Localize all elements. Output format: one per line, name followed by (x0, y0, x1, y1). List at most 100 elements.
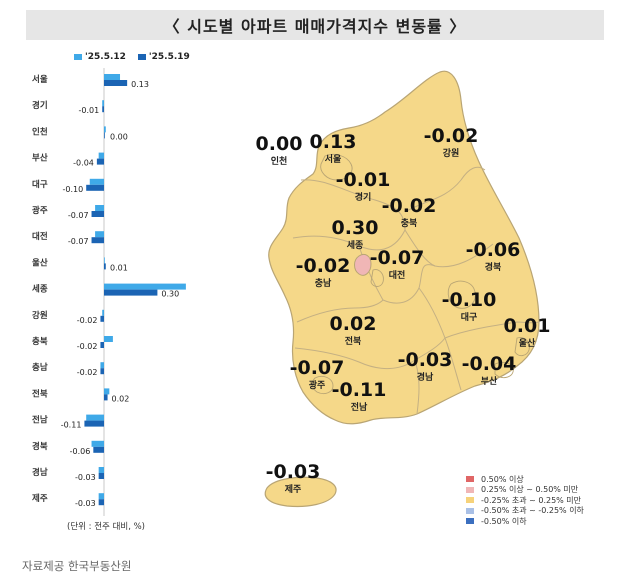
category-label: 세종 (32, 284, 48, 295)
region-name: 전북 (345, 335, 362, 347)
data-label: -0.07 (68, 211, 89, 220)
bar-series-2 (91, 237, 104, 244)
region-value: 0.00 (256, 133, 303, 155)
region-value: -0.02 (382, 195, 437, 217)
category-label: 서울 (32, 74, 48, 85)
bar-series-1 (98, 152, 104, 159)
map-legend-label: -0.50% 이하 (481, 516, 527, 526)
sejong-region (354, 253, 372, 276)
bar-series-2 (104, 263, 106, 270)
data-label: 0.02 (112, 394, 130, 403)
bar-series-2 (98, 473, 104, 479)
mainland-shape (268, 70, 540, 425)
legend-swatch-series-2 (137, 54, 146, 60)
region-value: -0.07 (370, 247, 425, 269)
bar-series-1 (98, 493, 104, 500)
map-legend-row: 0.50% 이상 (466, 474, 584, 485)
region-name: 울산 (519, 337, 536, 349)
bar-series-1 (89, 178, 104, 185)
map-legend-row: -0.25% 초과 ~ 0.25% 미만 (466, 495, 584, 506)
region-name: 서울 (325, 153, 342, 165)
data-label: -0.11 (61, 421, 82, 430)
category-label: 대전 (32, 231, 48, 242)
legend-label-series-1: '25.5.12 (85, 52, 126, 62)
region-value: -0.10 (442, 289, 497, 311)
region-name: 전남 (351, 401, 368, 413)
bar-series-1 (86, 414, 104, 421)
bar-series-1 (98, 467, 104, 473)
bar-series-1 (91, 440, 104, 447)
city-outlines (311, 153, 530, 395)
region-value: -0.06 (466, 239, 521, 261)
map-legend-label: -0.25% 초과 ~ 0.25% 미만 (481, 495, 582, 505)
map-labels: 0.00인천0.13서울-0.01경기-0.02강원-0.02충북0.30세종-… (256, 125, 551, 495)
data-label: -0.07 (68, 237, 89, 246)
region-value: -0.03 (266, 461, 321, 483)
bar-chart: 서울 0.13 경기 -0.01 인천 0.00 부산 -0.04 대구 -0.10 광주 -0.07… (32, 68, 186, 516)
bar-series-1 (102, 100, 104, 107)
jeju-shape (264, 476, 337, 508)
bar-series-2 (100, 315, 104, 322)
category-label: 대구 (32, 179, 48, 190)
region-name: 광주 (309, 379, 326, 391)
region-name: 제주 (285, 483, 302, 495)
bar-series-2 (100, 342, 104, 348)
category-label: 울산 (32, 257, 48, 268)
region-value: 0.13 (310, 131, 357, 153)
category-label: 부산 (32, 153, 48, 164)
bar-series-1 (104, 283, 186, 290)
region-value: 0.02 (330, 313, 377, 335)
data-label: -0.02 (77, 368, 98, 377)
bar-series-1 (100, 362, 104, 369)
data-label: -0.10 (62, 185, 83, 194)
bar-series-1 (102, 309, 104, 316)
unit-note: (단위 : 전주 대비, %) (67, 522, 146, 532)
region-name: 대구 (461, 311, 478, 323)
map-legend-label: -0.50% 초과 ~ -0.25% 이하 (481, 506, 584, 516)
data-label: -0.02 (77, 316, 98, 325)
category-label: 경남 (32, 467, 48, 478)
map-legend-swatch (466, 476, 474, 483)
map-legend-label: 0.50% 이상 (481, 474, 524, 484)
region-value: -0.01 (336, 169, 391, 191)
category-label: 제주 (32, 493, 48, 504)
page-title: 〈 시도별 아파트 매매가격지수 변동률 〉 (26, 10, 604, 40)
map-legend-label: 0.25% 이상 ~ 0.50% 미만 (481, 485, 579, 495)
bar-series-1 (104, 74, 121, 80)
region-value: -0.02 (424, 125, 479, 147)
source-credit: 자료제공 한국부동산원 (22, 559, 132, 573)
map-legend-swatch (466, 497, 474, 504)
map-legend-swatch (466, 507, 474, 514)
data-label: 0.00 (110, 132, 128, 141)
category-label: 충북 (32, 336, 48, 347)
data-label: -0.06 (70, 447, 91, 456)
region-name: 강원 (443, 147, 460, 159)
region-name: 경남 (417, 371, 434, 383)
legend-label-series-2: '25.5.19 (148, 52, 190, 62)
province-borders (292, 166, 540, 415)
region-name: 충북 (401, 217, 418, 229)
chart-legend: '25.5.12 '25.5.19 (74, 52, 190, 62)
map-legend-row: -0.50% 이하 (466, 516, 584, 527)
region-name: 인천 (271, 156, 288, 167)
bar-series-1 (95, 231, 104, 238)
bar-series-2 (91, 211, 104, 217)
bar-series-1 (104, 257, 105, 264)
data-label: -0.03 (75, 473, 96, 482)
bar-series-2 (96, 158, 104, 165)
data-label: 0.30 (161, 290, 179, 299)
region-name: 세종 (347, 239, 364, 251)
region-value: -0.07 (290, 357, 345, 379)
bar-series-2 (98, 499, 104, 506)
data-label: 0.13 (131, 80, 149, 89)
bar-series-2 (104, 289, 158, 296)
region-name: 경북 (485, 261, 502, 273)
map-legend: 0.50% 이상 0.25% 이상 ~ 0.50% 미만 -0.25% 초과 ~… (466, 474, 584, 527)
region-name: 경기 (355, 191, 372, 203)
region-name: 충남 (315, 277, 332, 289)
category-label: 경기 (32, 100, 48, 111)
bar-series-2 (93, 446, 104, 453)
bar-series-1 (104, 388, 110, 395)
data-label: -0.02 (77, 342, 98, 351)
category-label: 광주 (32, 205, 48, 216)
